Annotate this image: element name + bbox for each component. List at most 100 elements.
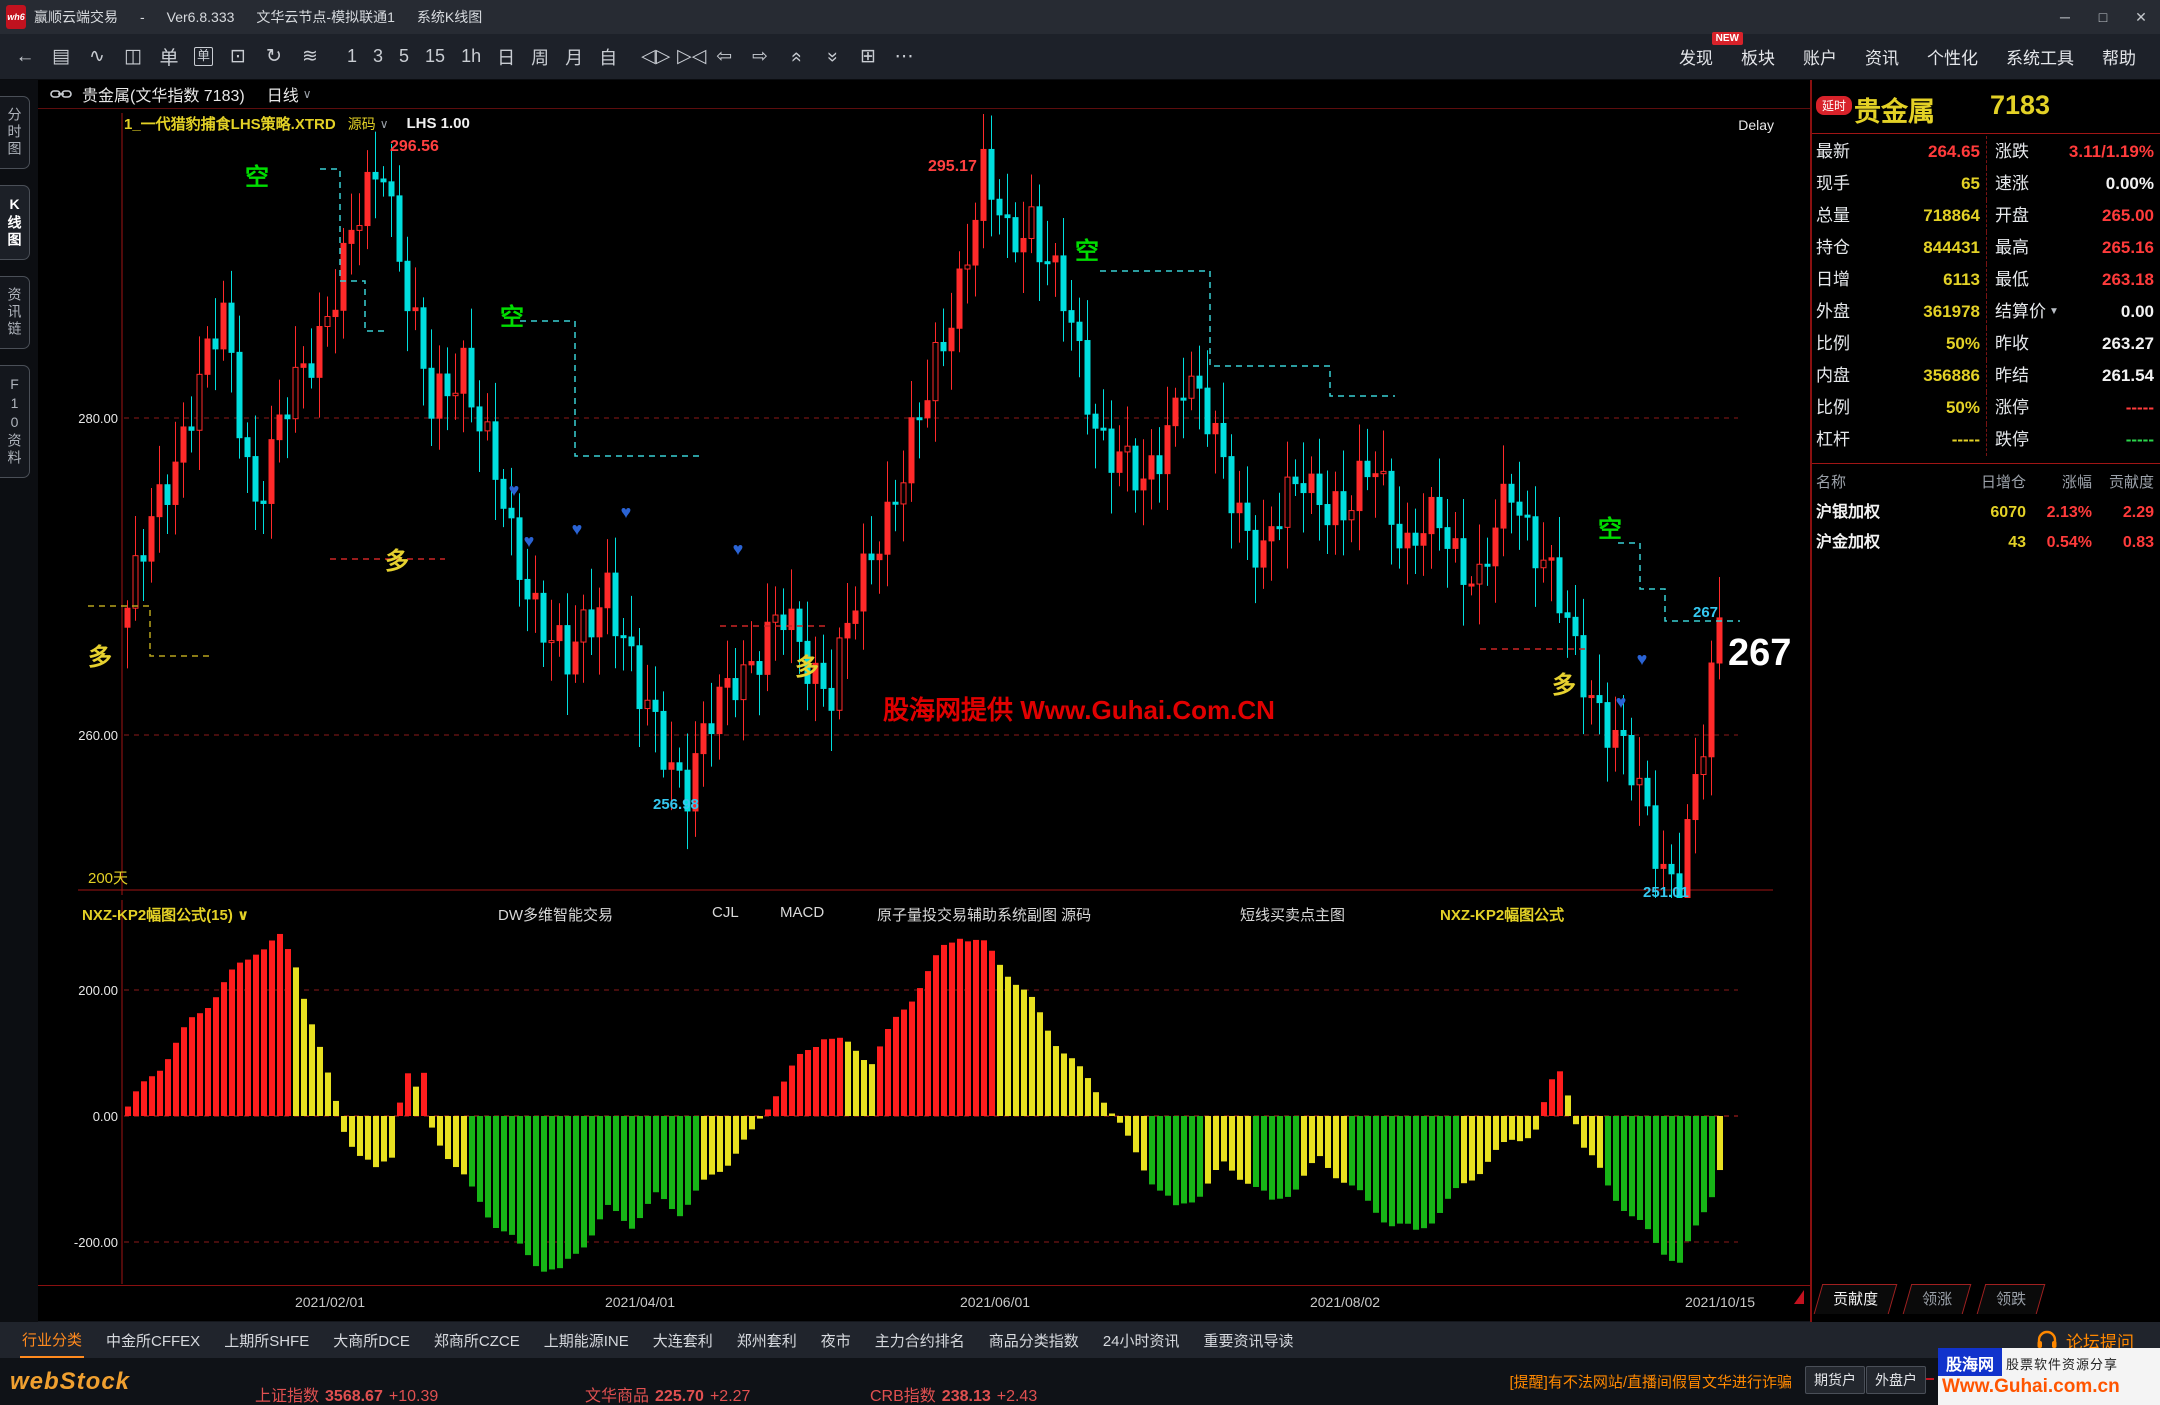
svg-text:♥: ♥ bbox=[1616, 692, 1627, 712]
sidebar-tab-F10资料[interactable]: F10资料 bbox=[0, 365, 30, 478]
quote-label: 涨停 bbox=[1995, 398, 2029, 417]
page-down-icon[interactable]: » bbox=[822, 51, 844, 62]
menu-item-个性化[interactable]: 个性化 bbox=[1927, 49, 1978, 68]
sub-indicator-tab[interactable]: NXZ-KP2幅图公式(15) ∨ bbox=[82, 907, 250, 924]
strategy-indicator-name[interactable]: 1_一代猎豹捕食LHS策略.XTRD bbox=[124, 116, 336, 133]
refresh-icon[interactable]: ↻ bbox=[266, 46, 282, 67]
caret-down-icon[interactable]: ▼ bbox=[2049, 306, 2059, 317]
nav-item-主力合约排名[interactable]: 主力合约排名 bbox=[874, 1332, 965, 1350]
period-button-日[interactable]: 日 bbox=[497, 47, 516, 68]
divider bbox=[1812, 463, 2160, 464]
period-button-1[interactable]: 1 bbox=[347, 46, 358, 66]
menu-item-帮助[interactable]: 帮助 bbox=[2102, 49, 2136, 68]
maximize-button[interactable]: □ bbox=[2098, 9, 2108, 25]
server-node: 文华云节点-模拟联通1 bbox=[256, 9, 395, 25]
menu-item-板块[interactable]: 板块 bbox=[1741, 49, 1775, 68]
close-button[interactable]: ✕ bbox=[2135, 8, 2147, 25]
period-button-月[interactable]: 月 bbox=[565, 47, 584, 68]
panel-tab-领涨[interactable]: 领涨 bbox=[1902, 1284, 1972, 1314]
divider bbox=[1812, 133, 2160, 134]
nav-item-上期所SHFE[interactable]: 上期所SHFE bbox=[224, 1332, 310, 1350]
sub-indicator-chart[interactable]: NXZ-KP2幅图公式(15) ∨ DW多维智能交易 CJL MACD 原子量投交易辅助… bbox=[38, 898, 1810, 1286]
panel-tab-领跌[interactable]: 领跌 bbox=[1976, 1284, 2046, 1314]
sidebar-tab-分时图[interactable]: 分时图 bbox=[0, 96, 30, 169]
sidebar-tab-K线图[interactable]: K线图 bbox=[0, 185, 30, 260]
sub-indicator-tab[interactable]: NXZ-KP2幅图公式 bbox=[1440, 907, 1565, 924]
quick-order-icon[interactable]: 单 bbox=[159, 48, 179, 69]
nav-item-大商所DCE[interactable]: 大商所DCE bbox=[333, 1332, 410, 1350]
period-button-周[interactable]: 周 bbox=[531, 47, 550, 68]
kline-plot[interactable]: 280.00260.00♥♥♥♥♥♥♥空空空空多多多多296.56295.172… bbox=[38, 109, 1810, 937]
period-selector[interactable]: 日线 bbox=[266, 88, 299, 105]
axis-date-label: 2021/04/01 bbox=[604, 1294, 676, 1310]
menu-item-账户[interactable]: 账户 bbox=[1803, 49, 1837, 68]
nav-item-重要资讯导读[interactable]: 重要资讯导读 bbox=[1203, 1332, 1294, 1350]
table-header: 名称 bbox=[1816, 474, 1847, 491]
nav-item-上期能源INE[interactable]: 上期能源INE bbox=[543, 1332, 629, 1350]
more-icon[interactable]: ⋯ bbox=[894, 46, 914, 67]
forum-ask-button[interactable]: 论坛提问 bbox=[2036, 1328, 2134, 1353]
source-code-link[interactable]: 源码 bbox=[347, 115, 376, 132]
kline-chart-icon[interactable]: ◫ bbox=[124, 46, 142, 67]
svg-text:多: 多 bbox=[88, 644, 112, 671]
period-button-15[interactable]: 15 bbox=[425, 46, 446, 66]
order-panel-icon[interactable]: 单 bbox=[194, 47, 213, 66]
zoom-out-icon[interactable]: ▷◁ bbox=[677, 46, 707, 67]
quote-cell: 日增 6113 bbox=[1812, 264, 1986, 296]
account-button-期货户[interactable]: 期货户 bbox=[1805, 1366, 1865, 1394]
nav-item-24小时资讯[interactable]: 24小时资讯 bbox=[1102, 1332, 1180, 1350]
minimize-button[interactable]: ─ bbox=[2060, 9, 2070, 25]
nav-item-大连套利[interactable]: 大连套利 bbox=[652, 1332, 713, 1350]
sub-indicator-tab[interactable]: CJL bbox=[712, 904, 739, 921]
grid-layout-icon[interactable]: ⊞ bbox=[860, 46, 877, 67]
menu-item-资讯[interactable]: 资讯 bbox=[1865, 49, 1899, 68]
period-button-5[interactable]: 5 bbox=[399, 46, 410, 66]
nav-item-行业分类[interactable]: 行业分类 bbox=[20, 1323, 85, 1358]
sub-indicator-tab[interactable]: DW多维智能交易 bbox=[498, 907, 613, 924]
sub-indicator-tab[interactable]: 原子量投交易辅助系统副图 源码 bbox=[877, 907, 1092, 924]
pan-left-icon[interactable]: ⇦ bbox=[716, 46, 733, 67]
nav-item-商品分类指数[interactable]: 商品分类指数 bbox=[988, 1332, 1079, 1350]
quote-value: ----- bbox=[1951, 430, 1980, 449]
account-button-外盘户[interactable]: 外盘户 bbox=[1866, 1366, 1926, 1394]
main-kline-chart[interactable]: 1_一代猎豹捕食LHS策略.XTRD 源码 ∨ LHS 1.00 Delay 2… bbox=[38, 108, 1810, 937]
chevron-down-icon[interactable]: ∨ bbox=[302, 87, 312, 101]
menu-item-系统工具[interactable]: 系统工具 bbox=[2006, 49, 2074, 68]
table-row[interactable]: 沪金加权 43 0.54% 0.83 bbox=[1812, 528, 2160, 558]
sub-indicator-plot[interactable]: 200.00 0.00 -200.00 bbox=[38, 898, 1810, 1286]
sidebar-tab-资讯链[interactable]: 资讯链 bbox=[0, 276, 30, 349]
sub-indicator-tab[interactable]: MACD bbox=[780, 904, 825, 921]
period-button-3[interactable]: 3 bbox=[373, 46, 384, 66]
panel-tab-贡献度[interactable]: 贡献度 bbox=[1813, 1284, 1898, 1314]
indicator-overlay-icon[interactable]: ≋ bbox=[302, 46, 318, 67]
period-button-自[interactable]: 自 bbox=[599, 47, 618, 68]
table-row[interactable]: 沪银加权 6070 2.13% 2.29 bbox=[1812, 498, 2160, 528]
divider bbox=[1918, 1378, 1934, 1380]
nav-item-郑州套利[interactable]: 郑州套利 bbox=[736, 1332, 797, 1350]
site-url: Www.Guhai.com.cn bbox=[1942, 1376, 2120, 1397]
table-header: 贡献度 bbox=[2108, 474, 2154, 491]
index-value: 3568.67 bbox=[325, 1387, 383, 1405]
quote-cell: 最低 263.18 bbox=[1986, 264, 2160, 296]
nav-item-郑商所CZCE[interactable]: 郑商所CZCE bbox=[433, 1332, 520, 1350]
page-up-icon[interactable]: « bbox=[786, 51, 808, 62]
nav-item-中金所CFFEX[interactable]: 中金所CFFEX bbox=[106, 1332, 201, 1350]
pan-right-icon[interactable]: ⇨ bbox=[752, 46, 769, 67]
save-icon[interactable]: ⊡ bbox=[230, 46, 246, 67]
chevron-down-icon[interactable]: ∨ bbox=[379, 116, 389, 131]
trend-line-icon[interactable]: ∿ bbox=[89, 46, 105, 67]
sub-indicator-tab[interactable]: 短线买卖点主图 bbox=[1240, 907, 1346, 924]
quote-row: 外盘 361978 结算价 ▼ 0.00 bbox=[1812, 296, 2160, 328]
menu-item-发现[interactable]: 发现 NEW bbox=[1679, 32, 1743, 69]
zoom-in-icon[interactable]: ◁▷ bbox=[641, 46, 671, 67]
period-button-1h[interactable]: 1h bbox=[461, 46, 482, 66]
back-icon[interactable]: ← bbox=[15, 45, 35, 67]
nav-item-夜市[interactable]: 夜市 bbox=[820, 1332, 851, 1350]
svg-text:256.98: 256.98 bbox=[653, 796, 699, 813]
quote-board-icon[interactable]: ▤ bbox=[52, 46, 70, 67]
chart-tab-header[interactable]: 贵金属(文华指数 7183) 日线 ∨ bbox=[38, 80, 1808, 108]
indicator-param: LHS 1.00 bbox=[406, 115, 470, 132]
quote-label: 速涨 bbox=[1995, 174, 2029, 193]
quote-cell: 涨跌 3.11/1.19% bbox=[1986, 136, 2160, 168]
index-value: 238.13 bbox=[941, 1387, 991, 1405]
